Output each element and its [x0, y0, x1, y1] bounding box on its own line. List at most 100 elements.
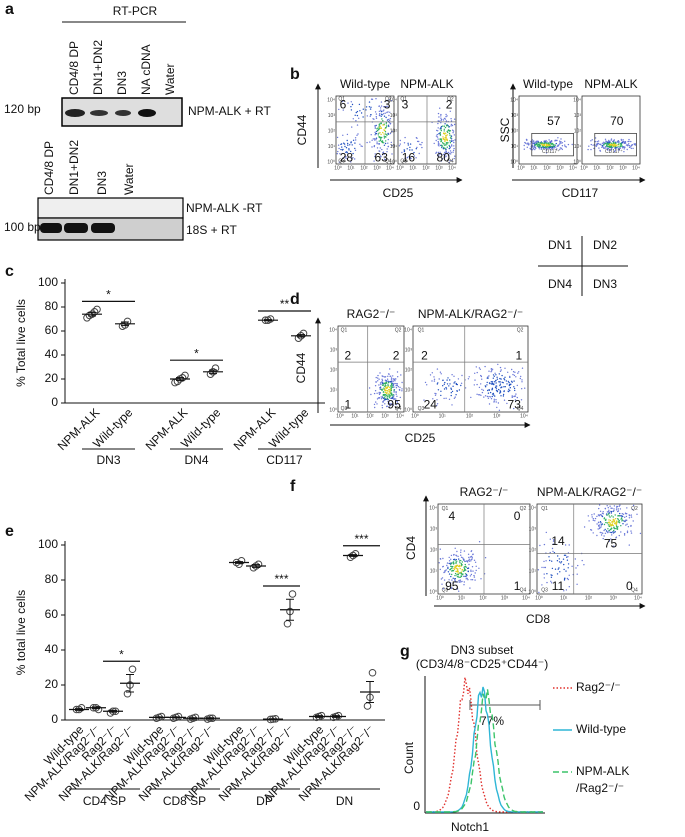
cell-dot — [545, 146, 547, 148]
cell-dot — [474, 579, 476, 581]
cell-dot — [591, 139, 593, 141]
cell-dot — [499, 384, 501, 387]
flow-tick-label: 10¹ — [574, 144, 582, 150]
cell-dot — [377, 377, 379, 379]
cell-dot — [610, 527, 613, 529]
cell-dot — [437, 122, 439, 125]
cell-dot — [479, 368, 481, 370]
cell-dot — [476, 393, 478, 395]
cell-dot — [457, 570, 459, 573]
cell-dot — [605, 518, 607, 520]
cell-dot — [373, 160, 375, 162]
cell-dot — [446, 146, 448, 148]
quadrant-value: 16 — [402, 151, 416, 165]
cell-dot — [465, 569, 467, 571]
cell-dot — [615, 527, 617, 530]
cell-dot — [550, 574, 552, 576]
cell-dot — [611, 523, 614, 525]
cell-dot — [529, 143, 531, 145]
cell-dot — [449, 140, 451, 142]
hist-subtitle: (CD3/4/8⁻CD25⁺CD44⁻) — [416, 657, 548, 671]
cell-dot — [395, 403, 398, 406]
x-axis-label: CD8 — [526, 612, 550, 626]
cell-dot — [613, 508, 615, 510]
cell-dot — [558, 143, 561, 145]
flow-tick-label: 10³ — [511, 113, 519, 119]
cell-dot — [616, 147, 618, 149]
cell-dot — [391, 400, 393, 402]
data-point — [173, 377, 182, 386]
cell-dot — [456, 390, 458, 392]
cell-dot — [382, 384, 384, 386]
cell-dot — [374, 134, 376, 136]
cell-dot — [440, 144, 442, 147]
cell-dot — [497, 363, 499, 366]
cell-dot — [628, 145, 631, 147]
cell-dot — [632, 520, 634, 522]
cell-dot — [495, 387, 498, 389]
cell-dot — [391, 385, 393, 387]
cell-dot — [401, 381, 403, 384]
flow-tick-label: 10⁰ — [517, 165, 525, 171]
cell-dot — [583, 526, 586, 528]
flow-tick-label: 10² — [529, 547, 537, 553]
flow-tick-label: 10³ — [381, 413, 389, 419]
cell-dot — [389, 117, 392, 120]
cell-dot — [444, 147, 446, 150]
cell-dot — [608, 540, 611, 542]
cell-dot — [378, 393, 381, 396]
cell-dot — [442, 379, 444, 382]
cell-dot — [609, 149, 611, 152]
cell-dot — [623, 534, 626, 536]
quadrant-id: Q4 — [395, 406, 402, 412]
cell-dot — [470, 560, 472, 562]
cell-dot — [458, 389, 461, 391]
cell-dot — [374, 125, 376, 127]
cell-dot — [448, 385, 450, 387]
cell-dot — [601, 145, 604, 147]
cell-dot — [543, 144, 546, 146]
cell-dot — [621, 513, 623, 515]
x-axis-label: Notch1 — [451, 820, 489, 834]
flow-tick-label: 10¹ — [390, 144, 398, 150]
cell-dot — [450, 138, 453, 140]
cell-dot — [504, 376, 506, 378]
cell-dot — [441, 158, 444, 160]
cell-dot — [451, 562, 453, 565]
cell-dot — [541, 584, 543, 586]
cell-dot — [598, 515, 600, 517]
cell-dot — [615, 523, 617, 526]
cell-dot — [536, 142, 538, 144]
cell-dot — [457, 378, 460, 380]
cell-dot — [603, 523, 606, 526]
cell-dot — [566, 559, 569, 561]
cell-dot — [446, 379, 448, 381]
data-point — [128, 665, 137, 674]
y-axis-label: % total live cells — [14, 590, 28, 675]
cell-dot — [373, 118, 375, 121]
cell-dot — [399, 396, 401, 399]
cell-dot — [443, 383, 445, 385]
cell-dot — [545, 152, 548, 154]
legend-label: /Rag2⁻/⁻ — [576, 781, 624, 795]
cell-dot — [413, 155, 416, 157]
cell-dot — [438, 116, 440, 118]
cell-dot — [383, 137, 386, 139]
cell-dot — [355, 111, 357, 114]
cell-dot — [459, 567, 461, 570]
cell-dot — [538, 146, 540, 148]
cell-dot — [496, 406, 498, 409]
cell-dot — [510, 380, 513, 382]
cell-dot — [507, 380, 509, 383]
cell-dot — [439, 139, 441, 141]
cell-dot — [590, 529, 592, 531]
cell-dot — [383, 106, 385, 108]
cell-dot — [552, 540, 555, 542]
y-axis-label: CD4 — [404, 536, 418, 560]
cell-dot — [383, 397, 386, 399]
cell-dot — [374, 139, 376, 141]
flow-tick-label: 10¹ — [458, 595, 466, 601]
cell-dot — [379, 138, 382, 140]
cell-dot — [383, 129, 385, 131]
cell-dot — [468, 376, 470, 378]
